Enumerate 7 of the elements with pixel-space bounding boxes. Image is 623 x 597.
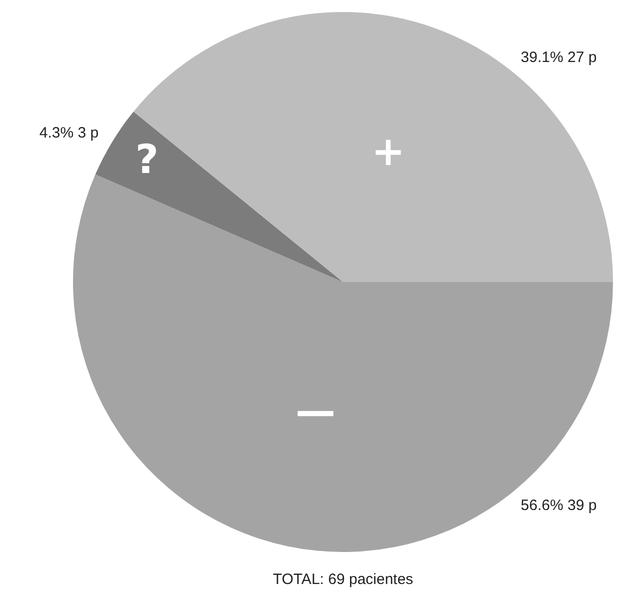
slice-label: + (371, 129, 405, 176)
text: TOTAL: 69 pacientes (272, 571, 414, 588)
slice-label: — (296, 388, 336, 435)
data-label: 4.3% 3 p (39, 124, 99, 142)
data-label: 39.1% 27 p (520, 49, 597, 66)
data-label: 56.6% 39 p (520, 497, 597, 514)
slice-label: ? (135, 137, 159, 184)
